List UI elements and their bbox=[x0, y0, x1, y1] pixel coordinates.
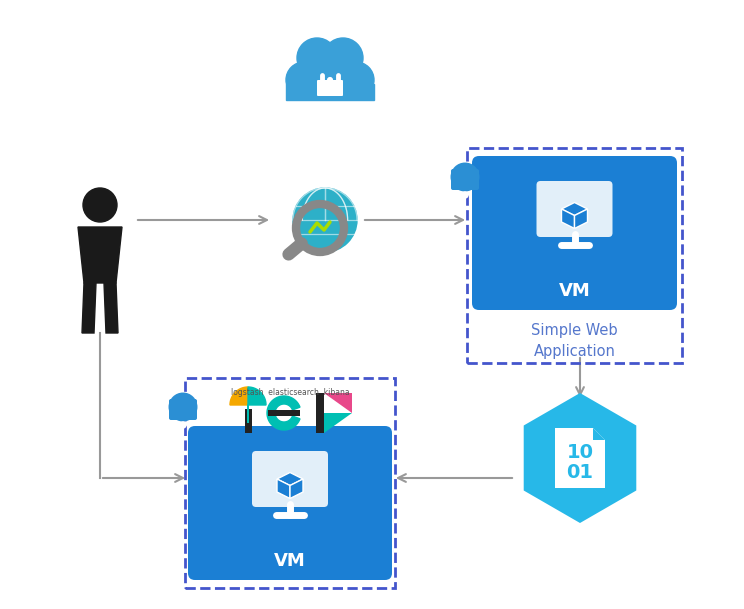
Bar bbox=[286, 84, 374, 100]
FancyBboxPatch shape bbox=[317, 80, 343, 96]
Polygon shape bbox=[267, 396, 300, 430]
Circle shape bbox=[83, 188, 117, 222]
Bar bbox=[268, 410, 300, 416]
FancyBboxPatch shape bbox=[188, 426, 392, 580]
Polygon shape bbox=[290, 479, 303, 499]
Polygon shape bbox=[82, 283, 96, 333]
Circle shape bbox=[286, 62, 322, 98]
Text: logstash  elasticsearch  kibana: logstash elasticsearch kibana bbox=[231, 388, 350, 397]
Bar bbox=[170, 404, 196, 418]
Bar bbox=[245, 409, 252, 433]
FancyBboxPatch shape bbox=[472, 156, 677, 310]
Circle shape bbox=[293, 188, 357, 252]
Bar bbox=[452, 174, 478, 188]
Polygon shape bbox=[593, 428, 605, 440]
Circle shape bbox=[304, 46, 356, 98]
Circle shape bbox=[180, 422, 186, 428]
Polygon shape bbox=[230, 387, 248, 405]
Circle shape bbox=[297, 38, 337, 78]
Polygon shape bbox=[324, 413, 352, 433]
Circle shape bbox=[338, 62, 374, 98]
Polygon shape bbox=[524, 393, 636, 523]
Text: 10: 10 bbox=[566, 443, 594, 462]
Text: Simple Web
Application: Simple Web Application bbox=[531, 323, 618, 359]
Polygon shape bbox=[574, 209, 588, 228]
Polygon shape bbox=[562, 203, 588, 216]
Text: VM: VM bbox=[559, 282, 591, 300]
FancyBboxPatch shape bbox=[536, 181, 612, 237]
Polygon shape bbox=[78, 227, 122, 283]
Circle shape bbox=[323, 38, 363, 78]
FancyBboxPatch shape bbox=[252, 451, 328, 507]
Circle shape bbox=[462, 192, 468, 198]
Polygon shape bbox=[277, 473, 303, 485]
Polygon shape bbox=[562, 209, 574, 228]
Polygon shape bbox=[277, 479, 290, 499]
Polygon shape bbox=[555, 428, 605, 488]
Polygon shape bbox=[104, 283, 118, 333]
Polygon shape bbox=[324, 393, 352, 413]
Text: 01: 01 bbox=[566, 462, 594, 482]
FancyBboxPatch shape bbox=[451, 169, 479, 190]
Text: VM: VM bbox=[274, 552, 306, 570]
FancyBboxPatch shape bbox=[169, 399, 197, 420]
Bar bbox=[316, 393, 324, 433]
Polygon shape bbox=[248, 387, 266, 423]
